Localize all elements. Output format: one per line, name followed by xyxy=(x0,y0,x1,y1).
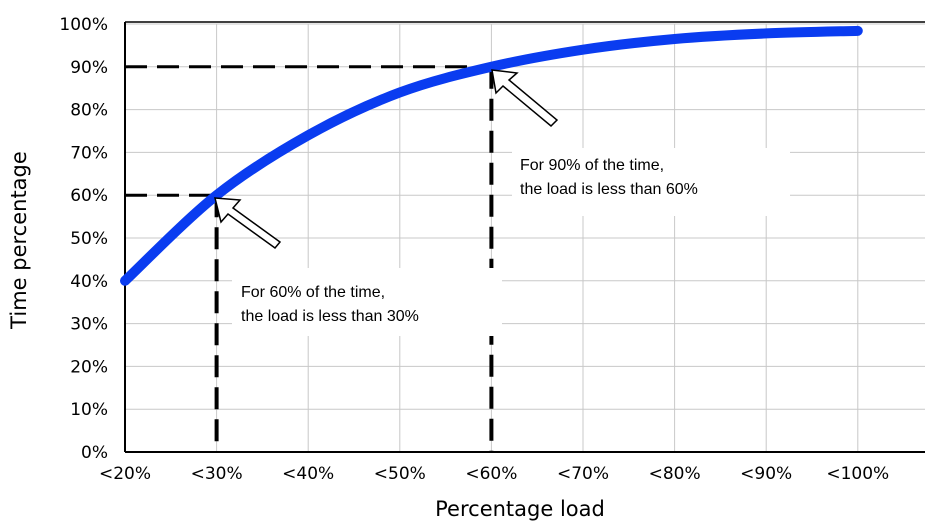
tick-labels: 0% 10% 20% 30% 40% 50% 60% 70% 80% 90% 100% <20% <30… xyxy=(59,15,889,484)
annotation-box-1 xyxy=(232,268,502,336)
axes xyxy=(124,21,925,453)
series xyxy=(120,25,863,286)
x-tick-label: <100% xyxy=(826,464,889,484)
grid xyxy=(124,23,925,453)
y-tick-label: 10% xyxy=(70,400,108,420)
annotation-box-2 xyxy=(512,148,790,216)
y-tick-label: 100% xyxy=(59,15,108,35)
y-tick-label: 70% xyxy=(70,143,108,163)
x-tick-label: <50% xyxy=(374,464,426,484)
x-tick-label: <40% xyxy=(282,464,334,484)
y-tick-label: 30% xyxy=(70,315,108,335)
arrow-1-icon xyxy=(214,197,282,250)
annotation-1-line-2: the load is less than 30% xyxy=(241,308,419,325)
y-axis-title: Time percentage xyxy=(7,151,31,330)
x-tick-label: <80% xyxy=(649,464,701,484)
x-tick-label: <20% xyxy=(99,464,151,484)
x-tick-label: <30% xyxy=(191,464,243,484)
x-axis-title: Percentage load xyxy=(435,497,605,521)
y-tick-label: 60% xyxy=(70,186,108,206)
reference-lines xyxy=(125,65,494,452)
annotation-1-line-1: For 60% of the time, xyxy=(241,284,385,301)
annotation-2-line-2: the load is less than 60% xyxy=(520,181,698,198)
y-tick-label: 0% xyxy=(81,443,108,463)
annotation-2-line-1: For 90% of the time, xyxy=(520,157,664,174)
series-line xyxy=(120,25,863,286)
y-tick-label: 50% xyxy=(70,229,108,249)
y-tick-label: 80% xyxy=(70,101,108,121)
arrow-2-icon xyxy=(491,69,559,128)
x-tick-label: <60% xyxy=(465,464,517,484)
y-tick-label: 40% xyxy=(70,272,108,292)
x-tick-label: <70% xyxy=(557,464,609,484)
x-tick-label: <90% xyxy=(740,464,792,484)
y-tick-label: 90% xyxy=(70,58,108,78)
y-tick-label: 20% xyxy=(70,357,108,377)
